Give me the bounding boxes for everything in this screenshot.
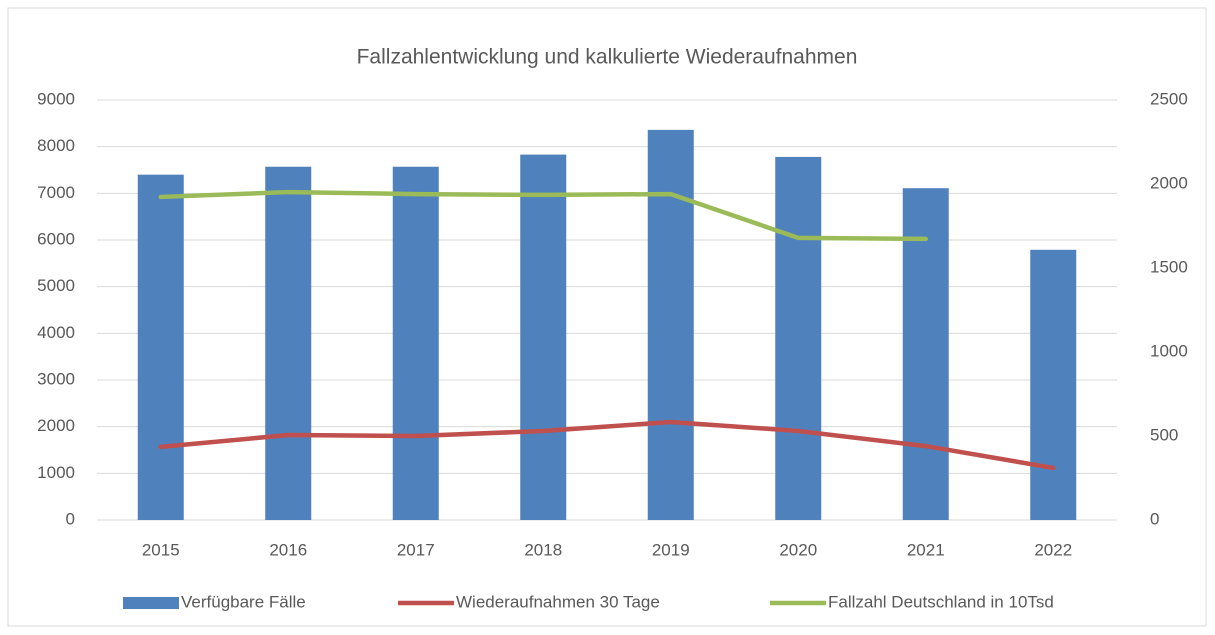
line bbox=[158, 189, 928, 242]
y-tick-label: 2000 bbox=[37, 416, 75, 435]
chart-border bbox=[7, 7, 1207, 627]
line bbox=[158, 419, 1056, 471]
y2-tick-label: 2000 bbox=[1150, 173, 1188, 192]
x-tick-label: 2021 bbox=[907, 540, 945, 559]
x-tick-label: 2016 bbox=[269, 540, 307, 559]
x-tick-label: 2015 bbox=[142, 540, 180, 559]
bar bbox=[265, 166, 312, 520]
legend-label: Wiederaufnahmen 30 Tage bbox=[456, 592, 660, 611]
y-tick-label: 5000 bbox=[37, 276, 75, 295]
chart-title: Fallzahlentwicklung und kalkulierte Wied… bbox=[357, 46, 858, 69]
legend-swatch bbox=[123, 597, 179, 609]
y2-tick-label: 0 bbox=[1150, 509, 1159, 528]
y-tick-label: 8000 bbox=[37, 136, 75, 155]
x-tick-label: 2022 bbox=[1034, 540, 1072, 559]
bar bbox=[775, 156, 822, 520]
x-tick-label: 2017 bbox=[397, 540, 435, 559]
y-tick-label: 1000 bbox=[37, 463, 75, 482]
y-tick-label: 3000 bbox=[37, 369, 75, 388]
y-tick-label: 6000 bbox=[37, 229, 75, 248]
y2-tick-label: 1000 bbox=[1150, 341, 1188, 360]
y-tick-label: 7000 bbox=[37, 183, 75, 202]
bar bbox=[647, 129, 694, 520]
bar bbox=[1030, 249, 1077, 521]
x-tick-label: 2018 bbox=[524, 540, 562, 559]
bar bbox=[137, 174, 184, 520]
y-tick-label: 0 bbox=[66, 509, 75, 528]
bar bbox=[902, 188, 949, 520]
bar bbox=[520, 154, 567, 520]
y-tick-label: 4000 bbox=[37, 323, 75, 342]
legend-label: Verfügbare Fälle bbox=[181, 592, 306, 611]
x-tick-label: 2019 bbox=[652, 540, 690, 559]
y2-tick-label: 2500 bbox=[1150, 89, 1188, 108]
legend-label: Fallzahl Deutschland in 10Tsd bbox=[828, 592, 1054, 611]
bar bbox=[392, 166, 439, 520]
y2-tick-label: 1500 bbox=[1150, 257, 1188, 276]
y2-tick-label: 500 bbox=[1150, 425, 1178, 444]
y-tick-label: 9000 bbox=[37, 89, 75, 108]
x-tick-label: 2020 bbox=[779, 540, 817, 559]
